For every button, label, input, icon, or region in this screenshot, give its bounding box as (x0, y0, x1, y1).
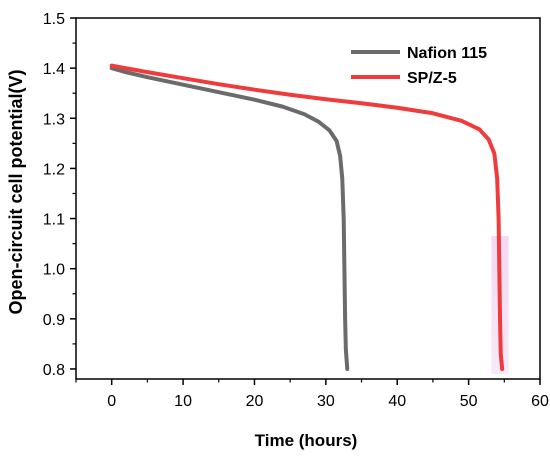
plot-frame (75, 17, 541, 380)
legend-label-spz5: SP/Z-5 (407, 70, 457, 87)
legend: Nafion 115 SP/Z-5 (351, 45, 487, 87)
y-axis-title: Open-circuit cell potential(V) (6, 69, 26, 314)
y-tick-label: 1.2 (43, 161, 65, 178)
x-axis-title: Time (hours) (255, 431, 358, 450)
x-tick-label: 20 (246, 393, 264, 410)
y-tick-label: 1.1 (43, 212, 65, 229)
y-tick-label: 1.0 (43, 262, 65, 279)
series-line-nafion-115 (109, 66, 350, 371)
legend-label-nafion: Nafion 115 (407, 45, 487, 62)
y-tick-label: 1.4 (43, 61, 65, 78)
x-tick-label: 50 (460, 393, 478, 410)
x-tick-label: 40 (388, 393, 406, 410)
x-tick-label: 30 (317, 393, 335, 410)
y-tick-label: 0.9 (43, 312, 65, 329)
x-tick-label: 60 (531, 393, 549, 410)
x-tick-label: 0 (107, 393, 116, 410)
y-tick-label: 1.5 (43, 11, 65, 28)
y-tick-label: 1.3 (43, 111, 65, 128)
series-line-sp-z-5 (109, 63, 505, 371)
x-tick-label: 10 (174, 393, 192, 410)
y-tick-label: 0.8 (43, 362, 65, 379)
